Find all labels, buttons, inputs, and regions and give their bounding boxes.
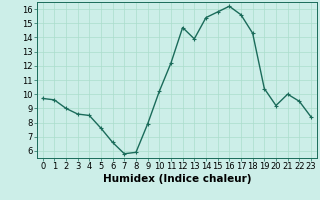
X-axis label: Humidex (Indice chaleur): Humidex (Indice chaleur) bbox=[102, 174, 251, 184]
